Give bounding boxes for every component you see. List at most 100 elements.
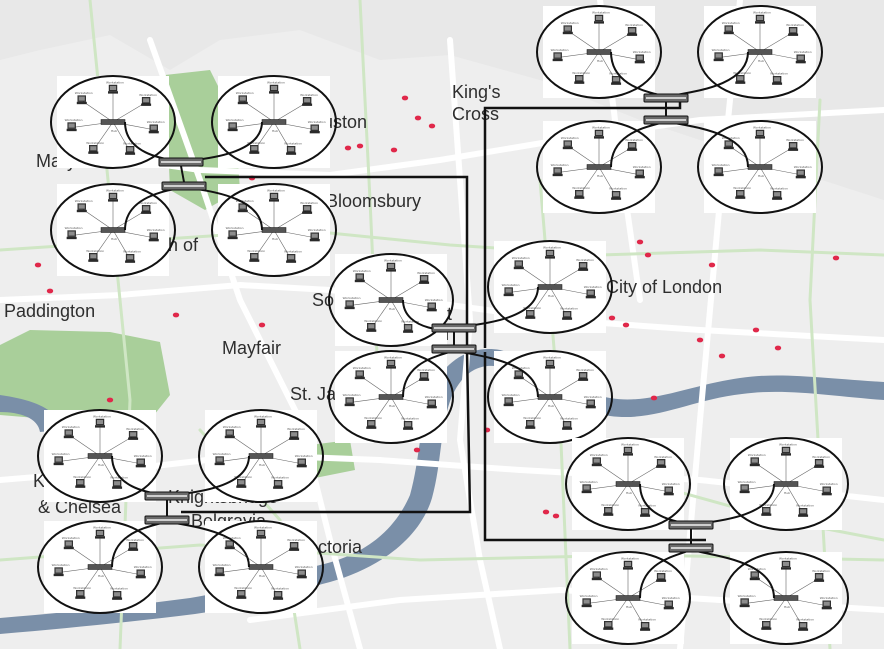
computer-workstation-icon	[127, 430, 139, 441]
computer-workstation-icon	[734, 189, 746, 200]
computer-workstation-icon	[87, 252, 99, 263]
computer-workstation-icon	[63, 429, 75, 439]
workstation-label: Workstation	[543, 356, 561, 360]
computer-workstation-icon	[626, 141, 638, 152]
computer-workstation-icon	[385, 262, 397, 273]
star-hub-label: Hub	[389, 307, 395, 311]
star-hub-label: Hub	[548, 294, 554, 298]
workstation-label: Workstation	[236, 199, 254, 203]
star-hub-label: Hub	[111, 129, 117, 133]
computer-workstation-icon	[135, 569, 147, 579]
workstation-label: Workstation	[609, 187, 627, 191]
computer-workstation-icon	[418, 274, 430, 285]
computer-workstation-icon	[723, 25, 735, 35]
workstation-label: Workstation	[364, 319, 382, 323]
workstation-label: Workstation	[654, 455, 672, 459]
star-hub	[378, 394, 404, 400]
star-hub-label: Hub	[272, 237, 278, 241]
computer-workstation-icon	[713, 52, 725, 62]
computer-workstation-icon	[227, 230, 239, 240]
workstation-label: Workstation	[353, 366, 371, 370]
computer-workstation-icon	[577, 261, 589, 272]
workstation-label: Workstation	[551, 163, 569, 167]
workstation-label: Workstation	[625, 23, 643, 27]
computer-workstation-icon	[268, 192, 280, 203]
computer-workstation-icon	[771, 190, 783, 201]
workstation-label: Workstation	[287, 427, 305, 431]
star-network-outline	[723, 437, 849, 531]
workstation-label: Workstation	[62, 536, 80, 540]
label-kensington-line1: K	[33, 471, 45, 491]
workstation-label: Workstation	[110, 587, 128, 591]
star-network-outline	[328, 350, 454, 444]
computer-workstation-icon	[639, 621, 651, 632]
workstation-label: Workstation	[820, 482, 838, 486]
star-hub	[773, 595, 799, 601]
computer-workstation-icon	[795, 169, 807, 179]
star-hub-label: Hub	[98, 463, 104, 467]
computer-workstation-icon	[602, 506, 614, 517]
workstation-label: Workstation	[65, 118, 83, 122]
computer-workstation-icon	[622, 560, 634, 571]
poi-marker	[390, 147, 398, 153]
star-hub-label: Hub	[548, 404, 554, 408]
computer-workstation-icon	[285, 145, 297, 156]
star-network-outline	[50, 183, 176, 277]
star-hub	[248, 564, 274, 570]
workstation-label: Workstation	[733, 186, 751, 190]
poi-marker	[413, 447, 421, 453]
computer-workstation-icon	[544, 359, 556, 370]
computer-workstation-icon	[248, 252, 260, 263]
star-network: Workstation Workstation Workstation Worksta…	[536, 120, 662, 214]
star-link	[68, 545, 101, 568]
workstation-label: Workstation	[796, 504, 814, 508]
computer-workstation-icon	[591, 571, 603, 581]
computer-workstation-icon	[63, 540, 75, 550]
workstation-label: Workstation	[126, 427, 144, 431]
computer-workstation-icon	[255, 529, 267, 540]
computer-workstation-icon	[94, 418, 106, 429]
star-link	[596, 576, 629, 599]
star-network: Workstation Workstation Workstation Worksta…	[37, 520, 163, 614]
star-link	[785, 464, 820, 485]
workstation-label: Workstation	[425, 395, 443, 399]
poi-marker	[708, 262, 716, 268]
star-network-outline	[487, 350, 613, 444]
computer-workstation-icon	[344, 300, 356, 310]
computer-workstation-icon	[272, 479, 284, 490]
label-kings-cross-line1: King's	[452, 82, 500, 102]
computer-workstation-icon	[426, 302, 438, 312]
computer-workstation-icon	[562, 140, 574, 150]
computer-workstation-icon	[309, 232, 321, 242]
computer-workstation-icon	[301, 204, 313, 215]
computer-workstation-icon	[561, 310, 573, 321]
computer-workstation-icon	[272, 590, 284, 601]
computer-workstation-icon	[148, 232, 160, 242]
workstation-label: Workstation	[343, 296, 361, 300]
star-link	[99, 547, 134, 568]
workstation-label: Workstation	[62, 425, 80, 429]
star-hub-label: Hub	[259, 463, 265, 467]
workstation-label: Workstation	[738, 594, 756, 598]
computer-workstation-icon	[760, 620, 772, 631]
workstation-label: Workstation	[748, 453, 766, 457]
cluster-chelsea: Workstation Workstation Workstation Worksta…	[37, 409, 324, 614]
label-city-of-london: City of London	[606, 277, 722, 297]
star-network-outline	[37, 409, 163, 503]
star-link	[229, 434, 262, 457]
star-link	[242, 100, 275, 123]
workstation-label: Workstation	[820, 596, 838, 600]
workstation-label: Workstation	[561, 21, 579, 25]
computer-workstation-icon	[124, 253, 136, 264]
computer-workstation-icon	[135, 458, 147, 468]
label-mayfair: Mayfair	[222, 338, 281, 358]
star-network-outline	[697, 5, 823, 99]
poi-marker	[428, 123, 436, 129]
network-switch-icon	[643, 93, 689, 103]
star-hub-label: Hub	[597, 174, 603, 178]
workstation-label: Workstation	[590, 453, 608, 457]
computer-workstation-icon	[127, 541, 139, 552]
workstation-label: Workstation	[126, 538, 144, 542]
workstation-label: Workstation	[502, 283, 520, 287]
